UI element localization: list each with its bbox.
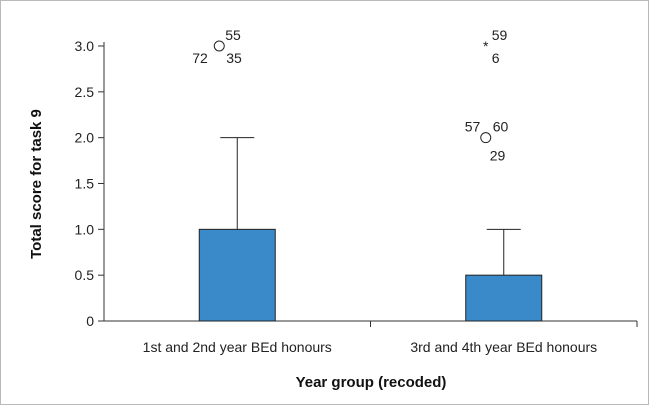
y-tick-label: 1.5 <box>75 176 95 192</box>
box <box>198 228 276 322</box>
boxes <box>198 137 543 322</box>
y-tick-label: 2.5 <box>75 84 95 100</box>
outlier-label: 29 <box>490 148 506 164</box>
y-tick-label: 0 <box>86 313 94 329</box>
y-tick-label: 1.0 <box>75 221 95 237</box>
y-ticks: 0 0.5 1.0 1.5 2.0 2.5 3.0 <box>75 38 104 329</box>
y-axis-title: Total score for task 9 <box>28 109 45 259</box>
y-tick-label: 2.0 <box>75 130 95 146</box>
outlier-label: 59 <box>492 27 508 43</box>
outlier-label: 6 <box>492 50 500 66</box>
outlier-label: 57 <box>465 119 481 135</box>
outlier-star: * <box>483 38 489 54</box>
outlier-circle <box>213 40 225 52</box>
outlier-label: 35 <box>226 50 242 66</box>
outlier-label: 60 <box>493 119 509 135</box>
x-category-label: 1st and 2nd year BEd honours <box>143 339 332 355</box>
outlier-label: 55 <box>225 27 241 43</box>
outlier-circle <box>480 132 492 144</box>
outliers: 55 72 35 *59 6 57 60 29 <box>192 27 508 164</box>
x-axis-title: Year group (recoded) <box>296 374 447 391</box>
axes <box>103 42 638 327</box>
x-category-label: 3rd and 4th year BEd honours <box>410 339 597 355</box>
x-categories: 1st and 2nd year BEd honours 3rd and 4th … <box>143 339 597 355</box>
box <box>465 274 543 322</box>
y-tick-label: 3.0 <box>75 38 95 54</box>
outlier-label: 72 <box>192 50 208 66</box>
y-tick-label: 0.5 <box>75 267 95 283</box>
